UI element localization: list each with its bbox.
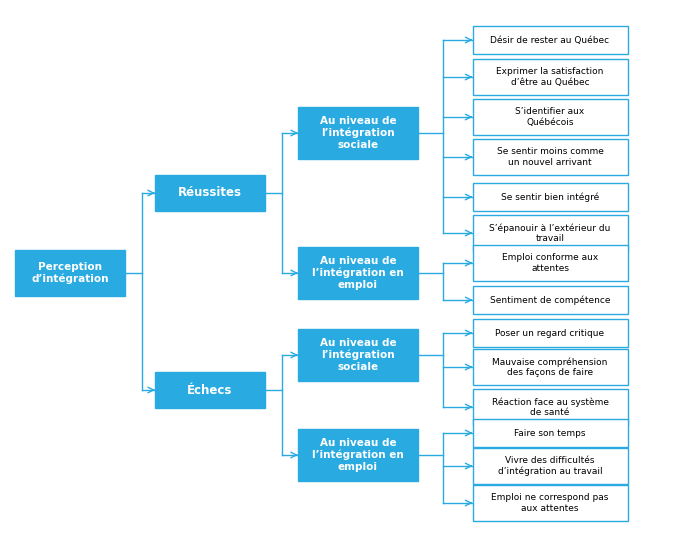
Text: Se sentir bien intégré: Se sentir bien intégré bbox=[501, 192, 599, 202]
FancyBboxPatch shape bbox=[298, 107, 418, 159]
FancyBboxPatch shape bbox=[473, 59, 628, 95]
FancyBboxPatch shape bbox=[473, 419, 628, 447]
Text: Au niveau de
l’intégration
sociale: Au niveau de l’intégration sociale bbox=[319, 338, 396, 372]
Text: Désir de rester au Québec: Désir de rester au Québec bbox=[491, 36, 610, 44]
Text: Emploi conforme aux
attentes: Emploi conforme aux attentes bbox=[502, 253, 598, 273]
Text: Au niveau de
l’intégration en
emploi: Au niveau de l’intégration en emploi bbox=[312, 438, 404, 472]
FancyBboxPatch shape bbox=[473, 448, 628, 484]
Text: Poser un regard critique: Poser un regard critique bbox=[496, 329, 605, 337]
Text: Au niveau de
l’intégration
sociale: Au niveau de l’intégration sociale bbox=[319, 116, 396, 150]
FancyBboxPatch shape bbox=[473, 99, 628, 135]
FancyBboxPatch shape bbox=[473, 26, 628, 54]
FancyBboxPatch shape bbox=[473, 139, 628, 175]
FancyBboxPatch shape bbox=[155, 175, 265, 211]
FancyBboxPatch shape bbox=[473, 286, 628, 314]
Text: S’identifier aux
Québécois: S’identifier aux Québécois bbox=[515, 107, 584, 127]
Text: Réaction face au système
de santé: Réaction face au système de santé bbox=[491, 397, 609, 417]
FancyBboxPatch shape bbox=[298, 429, 418, 481]
Text: Emploi ne correspond pas
aux attentes: Emploi ne correspond pas aux attentes bbox=[491, 493, 609, 513]
Text: Faire son temps: Faire son temps bbox=[514, 428, 586, 438]
Text: S’épanouir à l’extérieur du
travail: S’épanouir à l’extérieur du travail bbox=[489, 223, 611, 243]
Text: Sentiment de compétence: Sentiment de compétence bbox=[490, 295, 610, 305]
Text: Au niveau de
l’intégration en
emploi: Au niveau de l’intégration en emploi bbox=[312, 256, 404, 290]
FancyBboxPatch shape bbox=[473, 389, 628, 425]
Text: Exprimer la satisfaction
d’être au Québec: Exprimer la satisfaction d’être au Québe… bbox=[496, 67, 604, 87]
FancyBboxPatch shape bbox=[298, 329, 418, 381]
FancyBboxPatch shape bbox=[473, 245, 628, 281]
FancyBboxPatch shape bbox=[473, 485, 628, 521]
FancyBboxPatch shape bbox=[298, 247, 418, 299]
FancyBboxPatch shape bbox=[473, 183, 628, 211]
Text: Perception
d’intégration: Perception d’intégration bbox=[31, 262, 109, 284]
FancyBboxPatch shape bbox=[473, 349, 628, 385]
FancyBboxPatch shape bbox=[155, 372, 265, 408]
Text: Vivre des difficultés
d’intégration au travail: Vivre des difficultés d’intégration au t… bbox=[498, 456, 603, 476]
FancyBboxPatch shape bbox=[15, 250, 125, 296]
Text: Mauvaise compréhension
des façons de faire: Mauvaise compréhension des façons de fai… bbox=[492, 357, 607, 377]
Text: Échecs: Échecs bbox=[187, 383, 233, 397]
FancyBboxPatch shape bbox=[473, 319, 628, 347]
FancyBboxPatch shape bbox=[473, 215, 628, 251]
Text: Réussites: Réussites bbox=[178, 187, 242, 200]
Text: Se sentir moins comme
un nouvel arrivant: Se sentir moins comme un nouvel arrivant bbox=[496, 147, 603, 167]
